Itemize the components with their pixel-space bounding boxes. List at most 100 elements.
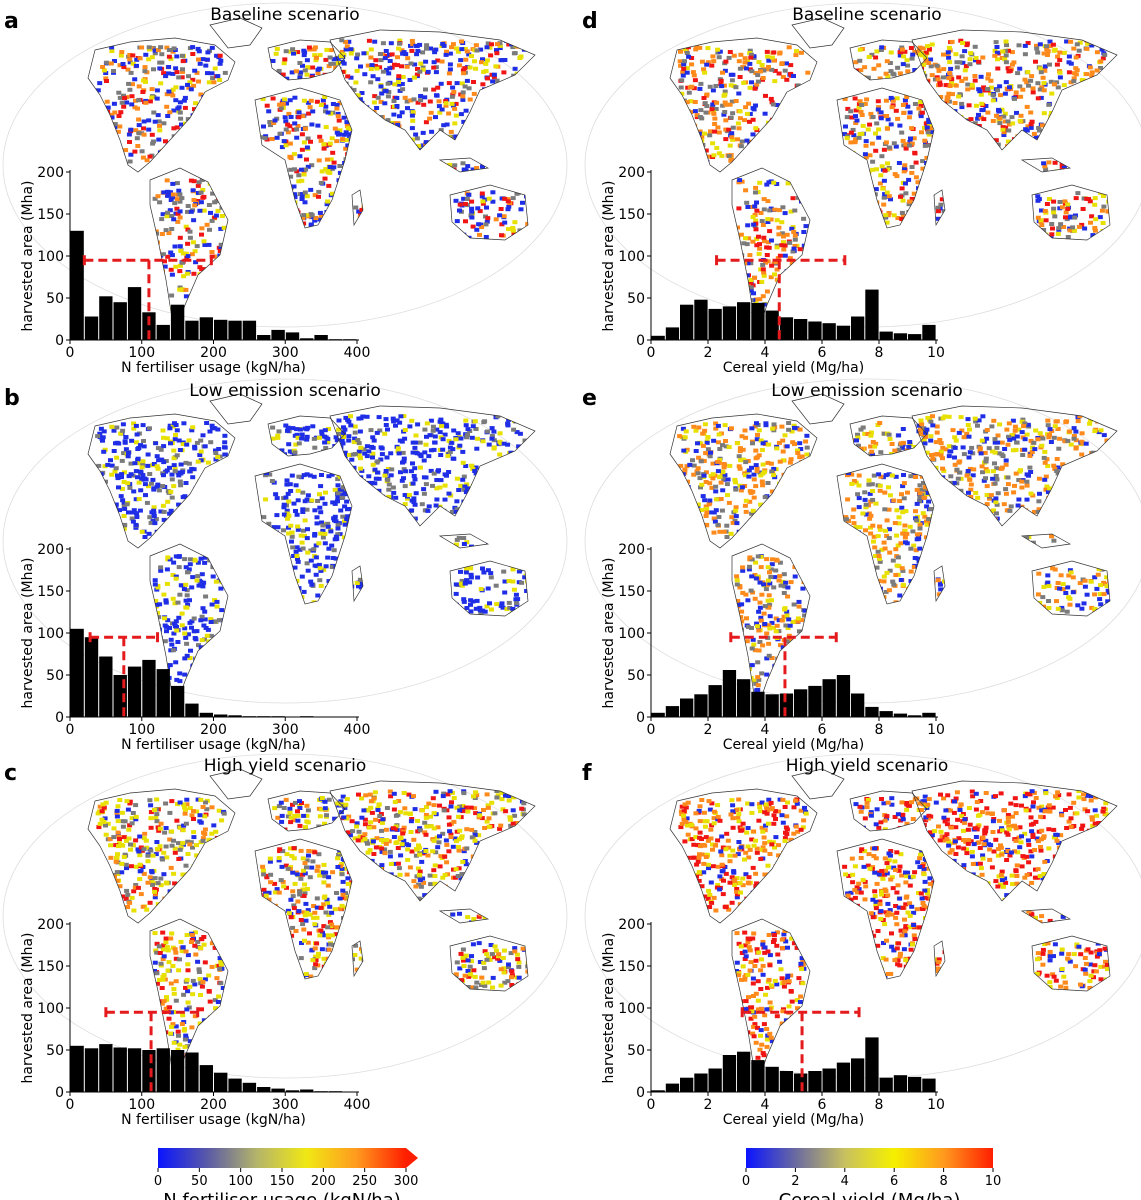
map-cell — [290, 47, 296, 52]
map-cell — [517, 128, 523, 133]
map-cell — [101, 805, 107, 810]
map-cell — [435, 845, 441, 850]
map-cell — [266, 543, 272, 548]
map-cell — [317, 814, 323, 819]
map-cell — [307, 931, 312, 936]
map-cell — [136, 131, 142, 136]
map-cell — [149, 481, 154, 486]
map-cell — [278, 589, 284, 594]
map-cell — [323, 490, 328, 495]
map-cell — [330, 556, 336, 560]
map-cell — [160, 503, 166, 508]
map-cell — [130, 53, 136, 58]
x-tick-label: 100 — [128, 345, 155, 361]
map-cell — [280, 931, 286, 936]
map-cell — [396, 46, 402, 51]
map-cell — [304, 910, 310, 915]
map-cell — [270, 96, 276, 101]
map-cell — [386, 487, 392, 492]
map-cell — [456, 848, 462, 853]
map-cell — [171, 217, 177, 222]
map-cell — [344, 464, 349, 469]
map-cell — [507, 116, 513, 121]
map-cell — [260, 163, 266, 167]
map-cell — [140, 459, 146, 464]
map-cell — [470, 897, 476, 902]
map-cell — [218, 314, 224, 319]
map-cell — [201, 935, 207, 939]
map-cell — [282, 97, 288, 102]
map-cell — [318, 180, 324, 185]
map-cell — [185, 602, 191, 607]
map-cell — [378, 99, 384, 104]
map-cell — [488, 105, 494, 110]
map-cell — [303, 126, 308, 131]
map-cell — [170, 71, 176, 76]
map-cell — [342, 427, 348, 432]
map-cell — [187, 235, 193, 240]
map-cell — [484, 952, 490, 957]
map-cell — [184, 653, 190, 658]
y-tick-label: 0 — [55, 1085, 64, 1101]
map-cell — [285, 491, 291, 496]
map-cell — [288, 820, 294, 825]
map-cell — [215, 1000, 221, 1004]
map-cell — [415, 818, 420, 823]
map-cell — [153, 892, 158, 897]
map-cell — [355, 877, 361, 882]
map-cell — [391, 490, 397, 495]
map-cell — [348, 922, 353, 927]
map-cell — [277, 76, 283, 81]
map-cell — [204, 57, 210, 62]
map-cell — [359, 838, 364, 843]
map-cell — [172, 947, 178, 952]
map-cell — [282, 975, 288, 980]
map-cell — [298, 70, 304, 75]
map-cell — [402, 484, 408, 489]
map-cell — [213, 860, 219, 865]
map-cell — [336, 830, 342, 835]
map-cell — [397, 135, 403, 140]
map-cell — [480, 110, 486, 115]
map-cell — [196, 49, 202, 54]
map-cell — [468, 575, 474, 580]
map-cell — [383, 417, 389, 422]
map-cell — [352, 452, 358, 456]
map-cell — [158, 1033, 164, 1038]
map-cell — [298, 167, 304, 172]
map-cell — [214, 640, 219, 645]
map-cell — [211, 823, 217, 828]
map-cell — [262, 204, 268, 209]
map-cell — [357, 214, 363, 219]
map-cell — [315, 499, 321, 503]
map-cell — [378, 812, 384, 816]
map-cell — [340, 473, 346, 478]
map-cell — [168, 1010, 174, 1015]
map-cell — [179, 139, 185, 144]
map-cell — [219, 608, 225, 613]
map-cell — [210, 130, 216, 135]
x-tick-label: 0 — [66, 722, 75, 738]
map-cell — [452, 517, 458, 522]
map-cell — [308, 222, 314, 227]
map-cell — [307, 105, 313, 110]
map-cell — [187, 469, 193, 474]
map-cell — [388, 794, 394, 799]
map-cell — [95, 99, 101, 104]
map-cell — [188, 648, 193, 653]
map-cell — [183, 605, 189, 610]
map-cell — [377, 494, 383, 499]
map-cell — [501, 845, 507, 850]
map-cell — [500, 118, 505, 122]
map-cell — [214, 604, 220, 609]
map-cell — [417, 465, 423, 470]
map-cell — [179, 122, 184, 127]
map-cell — [275, 559, 281, 564]
map-cell — [489, 952, 495, 957]
map-cell — [309, 948, 315, 953]
map-cell — [290, 802, 295, 807]
map-cell — [221, 811, 227, 816]
map-cell — [171, 871, 177, 876]
map-cell — [287, 212, 293, 217]
map-cell — [300, 63, 305, 68]
